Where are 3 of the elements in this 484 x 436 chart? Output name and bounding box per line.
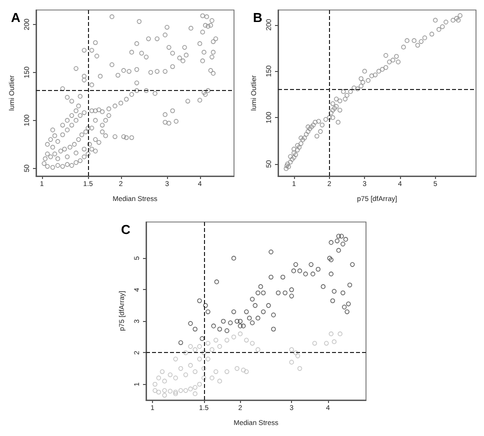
chart-title: C — [121, 222, 131, 237]
chart-title: A — [11, 10, 21, 25]
chart-title: B — [253, 10, 262, 25]
